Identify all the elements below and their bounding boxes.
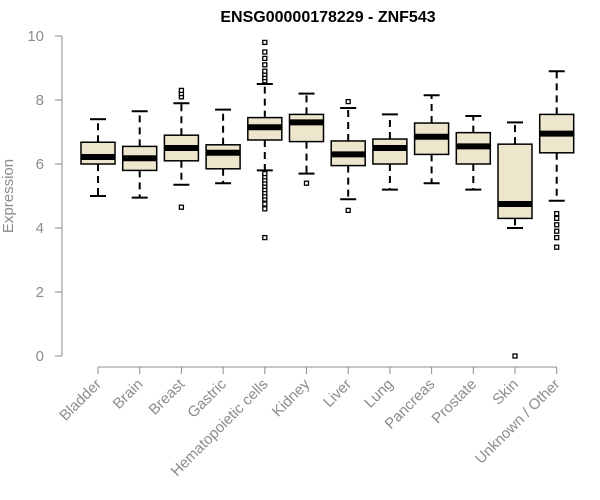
y-tick-label: 4 xyxy=(36,220,44,237)
x-tick-label: Bladder xyxy=(56,376,105,425)
outlier-point xyxy=(554,228,560,234)
y-tick-label: 0 xyxy=(36,348,44,365)
outlier-point xyxy=(262,170,268,177)
outlier-point xyxy=(262,206,268,212)
outlier-point xyxy=(262,49,268,55)
x-tick-label: Brain xyxy=(110,376,147,413)
outlier-point xyxy=(262,62,268,68)
x-tick-label: Prostate xyxy=(429,376,481,428)
box-group xyxy=(288,92,325,186)
box-group xyxy=(372,113,408,191)
outlier-point xyxy=(554,234,560,241)
iqr-box xyxy=(205,144,241,170)
y-tick-label: 8 xyxy=(36,92,44,109)
y-tick-label: 10 xyxy=(27,28,44,45)
outlier-point xyxy=(554,222,560,228)
x-tick-label: Lung xyxy=(361,376,397,412)
outlier-point xyxy=(178,204,185,210)
y-tick-label: 2 xyxy=(36,284,44,301)
x-tick-label: Liver xyxy=(320,376,355,411)
chart-title: ENSG00000178229 - ZNF543 xyxy=(220,9,435,26)
outlier-point xyxy=(554,215,560,222)
outlier-point xyxy=(345,207,351,214)
outlier-point xyxy=(178,87,185,94)
y-axis-title: Expression xyxy=(0,159,17,233)
x-tick-label: Breast xyxy=(146,375,189,418)
outlier-point xyxy=(262,55,268,62)
iqr-box xyxy=(372,138,408,165)
iqr-box xyxy=(497,143,533,220)
x-tick-label: Skin xyxy=(489,376,522,409)
outlier-point xyxy=(262,201,268,207)
box-group xyxy=(455,115,492,191)
y-axis: 0 2 4 6 8 10 xyxy=(27,28,63,365)
outlier-point xyxy=(303,180,310,186)
x-tick-label: Kidney xyxy=(269,375,314,420)
outlier-point xyxy=(262,39,268,46)
box-group xyxy=(330,98,366,214)
box-group xyxy=(497,121,533,359)
iqr-box xyxy=(288,113,325,143)
box-group xyxy=(413,94,450,185)
iqr-box xyxy=(80,141,116,165)
box-group xyxy=(205,108,241,185)
box-group xyxy=(80,118,116,197)
outlier-point xyxy=(345,98,351,105)
outlier-point xyxy=(512,353,518,359)
plot-area xyxy=(80,39,575,359)
outlier-point xyxy=(554,210,560,217)
outlier-point xyxy=(262,234,268,241)
outlier-point xyxy=(554,244,560,250)
y-tick-label: 6 xyxy=(36,156,44,173)
box-group xyxy=(247,39,283,241)
outlier-point xyxy=(262,68,268,74)
box-group xyxy=(121,110,158,199)
box-group xyxy=(538,70,575,250)
box-group xyxy=(163,87,200,210)
